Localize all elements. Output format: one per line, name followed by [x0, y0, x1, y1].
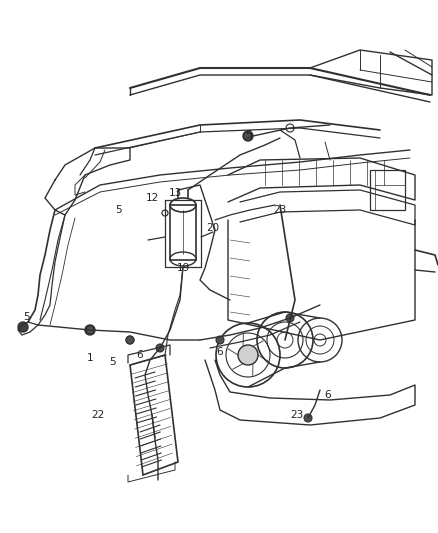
Circle shape — [304, 414, 312, 422]
Circle shape — [85, 325, 95, 335]
Bar — [370, 170, 405, 210]
Text: 19: 19 — [177, 263, 190, 273]
Text: 6: 6 — [217, 347, 223, 357]
Text: 23: 23 — [273, 205, 286, 215]
Text: 6: 6 — [137, 350, 143, 360]
Text: 5: 5 — [245, 130, 251, 140]
Text: 13: 13 — [168, 188, 182, 198]
Text: 6: 6 — [325, 390, 331, 400]
Text: 22: 22 — [92, 410, 105, 420]
Circle shape — [244, 132, 252, 140]
Text: 1: 1 — [87, 353, 93, 363]
Text: 5: 5 — [109, 357, 115, 367]
Circle shape — [18, 322, 28, 332]
Circle shape — [86, 326, 94, 334]
Circle shape — [216, 336, 224, 344]
Text: 12: 12 — [145, 193, 159, 203]
Text: 5: 5 — [115, 205, 121, 215]
Text: 23: 23 — [290, 410, 304, 420]
Text: 20: 20 — [206, 223, 219, 233]
Circle shape — [286, 314, 294, 322]
Circle shape — [243, 131, 253, 141]
Text: 5: 5 — [23, 312, 29, 322]
Circle shape — [238, 345, 258, 365]
Bar — [170, 205, 196, 260]
Circle shape — [126, 336, 134, 344]
Circle shape — [156, 344, 164, 352]
